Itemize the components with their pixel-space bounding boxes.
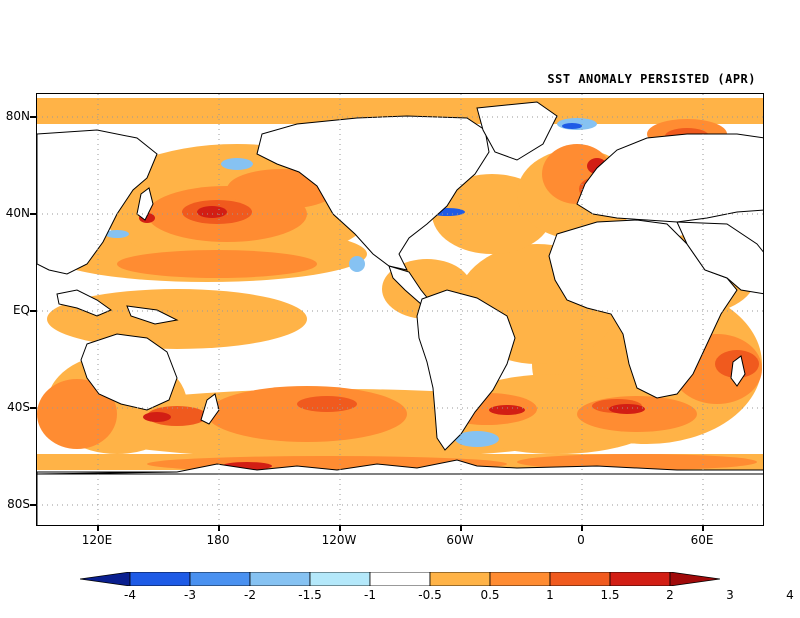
- colorbar-label: 0.5: [480, 588, 500, 602]
- lat-tick: [30, 116, 36, 118]
- colorbar-cell: [369, 572, 431, 586]
- colorbar-cell: [429, 572, 491, 586]
- lon-tick: [460, 526, 462, 531]
- colorbar-label: 1.5: [600, 588, 620, 602]
- colorbar-cell: [489, 572, 551, 586]
- lon-label-120w: 120W: [321, 533, 357, 547]
- colorbar-label: -1.5: [298, 588, 322, 602]
- colorbar-cell: [309, 572, 371, 586]
- colorbar-cell: [669, 572, 720, 586]
- map-title: SST ANOMALY PERSISTED (APR): [547, 72, 756, 86]
- anomaly-cool: [105, 118, 597, 447]
- colorbar-cell: [249, 572, 311, 586]
- lon-label-120e: 120E: [81, 533, 113, 547]
- colorbar-cell: [189, 572, 251, 586]
- colorbar-cell: [80, 572, 131, 586]
- lon-tick: [702, 526, 704, 531]
- colorbar-cell: [129, 572, 191, 586]
- lat-tick: [30, 504, 36, 506]
- landmasses: [37, 101, 763, 525]
- lon-tick: [218, 526, 220, 531]
- colorbar-label: 2: [666, 588, 674, 602]
- colorbar-label: 3: [726, 588, 734, 602]
- colorbar-label: -3: [184, 588, 196, 602]
- lon-label-180: 180: [206, 533, 230, 547]
- lon-tick: [339, 526, 341, 531]
- lon-label-0: 0: [577, 533, 585, 547]
- sst-anomaly-map: [36, 93, 764, 526]
- lat-label-40n: 40N: [5, 206, 30, 220]
- colorbar-label: -0.5: [418, 588, 442, 602]
- lat-label-eq: EQ: [12, 303, 30, 317]
- map-canvas: [37, 94, 763, 525]
- lon-tick: [581, 526, 583, 531]
- lat-tick: [30, 407, 36, 409]
- colorbar-label: 4: [786, 588, 794, 602]
- lat-label-80s: 80S: [7, 497, 30, 511]
- lat-tick: [30, 213, 36, 215]
- colorbar-label: 1: [546, 588, 554, 602]
- colorbar-cell: [609, 572, 671, 586]
- lat-label-40s: 40S: [7, 400, 30, 414]
- lat-label-80n: 80N: [5, 109, 30, 123]
- graticule: [37, 94, 763, 525]
- colorbar-cell: [549, 572, 611, 586]
- lon-tick: [97, 526, 99, 531]
- lat-tick: [30, 310, 36, 312]
- lon-label-60e: 60E: [690, 533, 714, 547]
- colorbar: [80, 572, 720, 586]
- lon-label-60w: 60W: [446, 533, 474, 547]
- colorbar-label: -2: [244, 588, 256, 602]
- colorbar-label: -4: [124, 588, 136, 602]
- colorbar-label: -1: [364, 588, 376, 602]
